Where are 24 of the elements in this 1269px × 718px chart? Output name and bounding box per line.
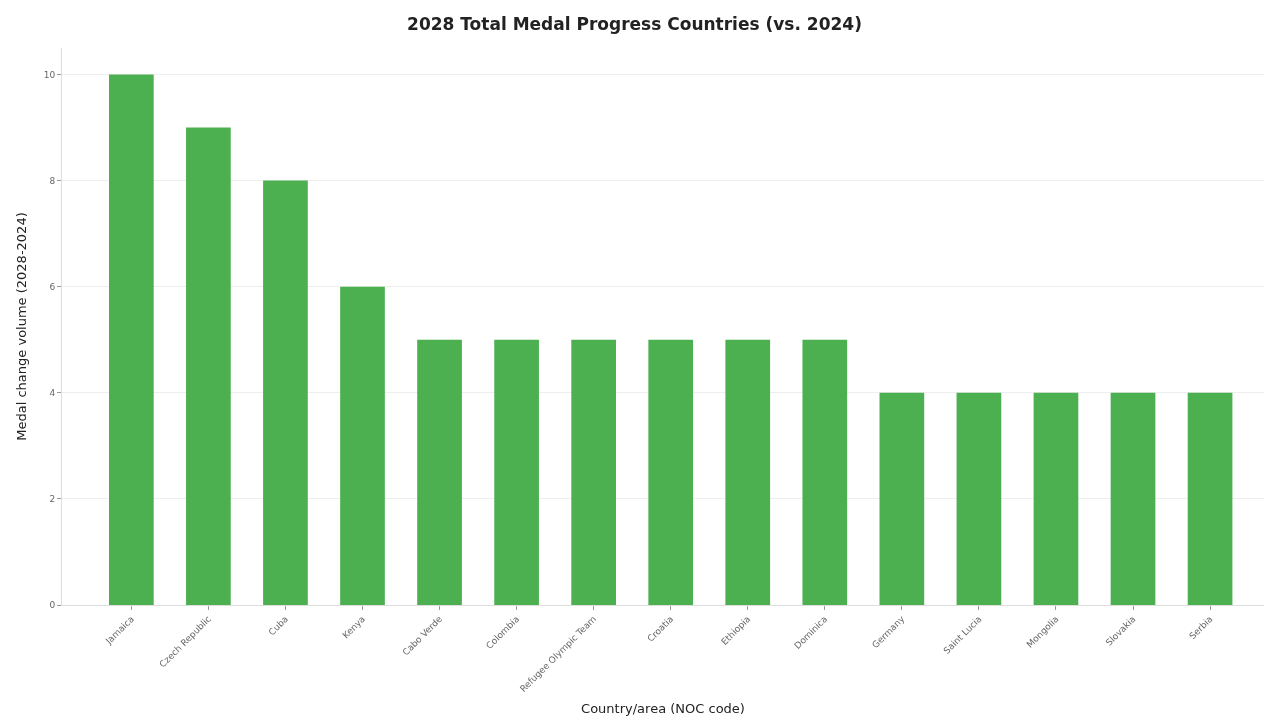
bar <box>263 180 308 605</box>
bar <box>340 286 385 605</box>
y-tick-label: 10 <box>43 69 56 80</box>
bar <box>956 392 1002 605</box>
bar <box>879 392 925 605</box>
bar <box>1110 392 1156 605</box>
bar <box>1187 392 1233 605</box>
bar <box>186 127 231 605</box>
bar <box>494 339 539 605</box>
y-axis-title: Medal change volume (2028-2024) <box>13 212 29 441</box>
y-tick-label: 4 <box>49 387 56 398</box>
bar <box>571 339 616 605</box>
y-tick-label: 0 <box>49 600 56 611</box>
y-tick-label: 8 <box>49 175 56 186</box>
chart-title: 2028 Total Medal Progress Countries (vs. 2024) <box>407 13 862 34</box>
bar <box>725 339 771 605</box>
bar <box>648 339 694 605</box>
bar <box>109 74 154 605</box>
y-tick-label: 6 <box>49 281 56 292</box>
y-tick-label: 2 <box>49 494 56 505</box>
bar <box>1033 392 1079 605</box>
bar <box>802 339 848 605</box>
bar <box>417 339 462 605</box>
x-axis-title: Country/area (NOC code) <box>581 700 745 716</box>
